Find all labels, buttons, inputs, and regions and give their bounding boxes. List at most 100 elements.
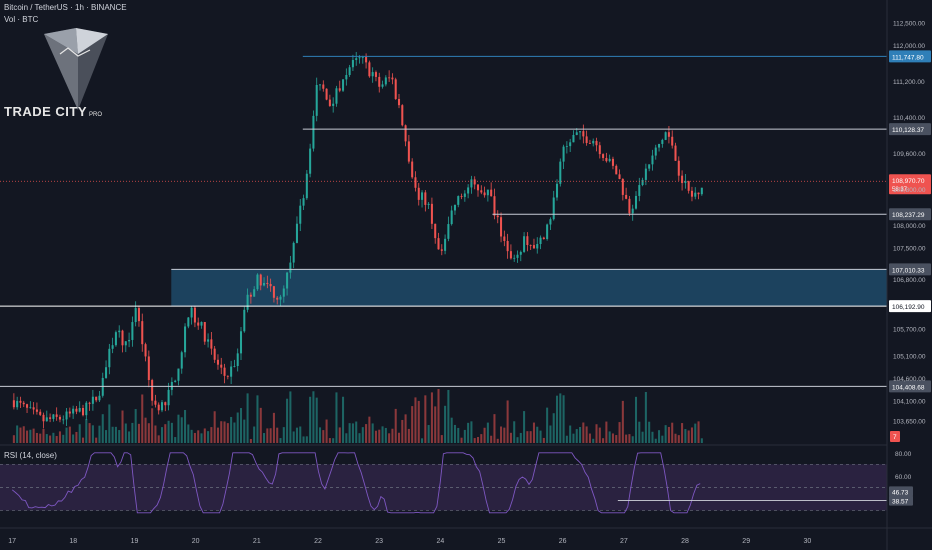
candle-body	[45, 417, 48, 422]
candle-body	[55, 414, 58, 417]
rsi-tick-label: 60.00	[895, 474, 912, 481]
candle-body	[259, 274, 262, 286]
volume-bar	[549, 425, 552, 443]
volume-bar	[236, 412, 239, 443]
volume-bar	[644, 391, 647, 443]
candle-body	[42, 414, 45, 422]
candle-body	[187, 317, 190, 327]
candle-body	[121, 330, 124, 346]
candle-body	[694, 192, 697, 197]
volume-bar	[658, 430, 661, 443]
candle-body	[585, 136, 588, 143]
rsi-reference-label: 38.57	[892, 499, 909, 506]
candle-body	[562, 146, 565, 162]
volume-bar	[437, 389, 440, 443]
candle-body	[338, 88, 341, 91]
candle-body	[184, 326, 187, 353]
candle-body	[532, 245, 535, 249]
candle-body	[269, 283, 272, 287]
volume-bar	[397, 432, 401, 443]
volume-bar	[128, 431, 131, 443]
level-label-badge	[889, 380, 931, 393]
candle-body	[167, 389, 170, 406]
candle-body	[322, 84, 325, 89]
volume-bar	[500, 426, 503, 443]
volume-bar	[197, 430, 200, 443]
volume-bar	[177, 414, 180, 443]
volume-bar	[62, 434, 65, 443]
volume-bar	[26, 430, 29, 443]
volume-bar	[279, 438, 282, 443]
candle-body	[555, 183, 559, 198]
candle-body	[384, 77, 387, 85]
volume-bar	[292, 431, 295, 443]
candle-body	[147, 356, 150, 381]
candle-body	[65, 411, 68, 420]
volume-bar	[164, 424, 167, 443]
volume-bar	[490, 435, 493, 443]
volume-bar	[111, 426, 114, 443]
volume-legend: Vol · BTC	[4, 15, 39, 24]
volume-bar	[318, 427, 322, 443]
candle-body	[253, 289, 256, 297]
candle-body	[29, 407, 32, 409]
candle-body	[358, 57, 361, 59]
volume-bar	[690, 427, 693, 443]
candle-body	[605, 157, 608, 162]
candle-body	[450, 210, 453, 225]
volume-bar	[552, 413, 555, 443]
volume-bar	[628, 434, 631, 443]
volume-bar	[121, 410, 124, 443]
candle-body	[536, 244, 539, 249]
candle-body	[368, 62, 371, 77]
volume-bar	[151, 408, 154, 443]
candle-body	[523, 236, 526, 252]
candle-body	[216, 359, 219, 365]
candle-body	[197, 322, 200, 326]
current-price-badge	[889, 174, 931, 195]
candle-body	[151, 380, 154, 401]
candle-body	[134, 308, 137, 323]
volume-bar	[532, 422, 535, 443]
time-tick-label: 17	[8, 538, 16, 545]
candle-body	[295, 223, 298, 243]
volume-bar	[542, 437, 545, 443]
candle-body	[592, 140, 595, 144]
volume-bar	[39, 433, 42, 443]
volume-bar	[233, 422, 236, 443]
time-tick-label: 29	[742, 538, 750, 545]
candle-body	[513, 257, 516, 259]
volume-bar	[95, 437, 98, 443]
volume-bar	[315, 397, 318, 443]
candle-body	[684, 181, 687, 184]
volume-bar	[114, 426, 117, 443]
candle-body	[621, 178, 624, 195]
volume-bar	[58, 431, 61, 443]
candle-body	[687, 181, 690, 191]
candle-body	[634, 195, 638, 209]
volume-bar	[65, 427, 68, 443]
candle-body	[230, 366, 233, 377]
symbol-title[interactable]: Bitcoin / TetherUS · 1h · BINANCE	[4, 3, 127, 12]
volume-bar	[421, 438, 424, 443]
volume-bar	[160, 427, 164, 443]
candle-body	[542, 237, 545, 239]
candle-body	[681, 175, 684, 184]
candle-body	[503, 236, 506, 241]
volume-bar	[536, 426, 539, 443]
candle-body	[677, 160, 680, 176]
volume-bar	[88, 423, 91, 443]
candle-body	[154, 400, 157, 405]
candle-body	[552, 197, 555, 220]
volume-bar	[137, 423, 140, 443]
candle-body	[453, 204, 456, 211]
volume-bar	[598, 427, 601, 443]
volume-bar	[286, 398, 289, 443]
candle-body	[342, 79, 345, 91]
volume-bar	[440, 435, 443, 443]
volume-bar	[684, 429, 687, 443]
candle-body	[75, 408, 78, 412]
volume-bar	[348, 423, 351, 443]
candle-body	[519, 251, 522, 255]
